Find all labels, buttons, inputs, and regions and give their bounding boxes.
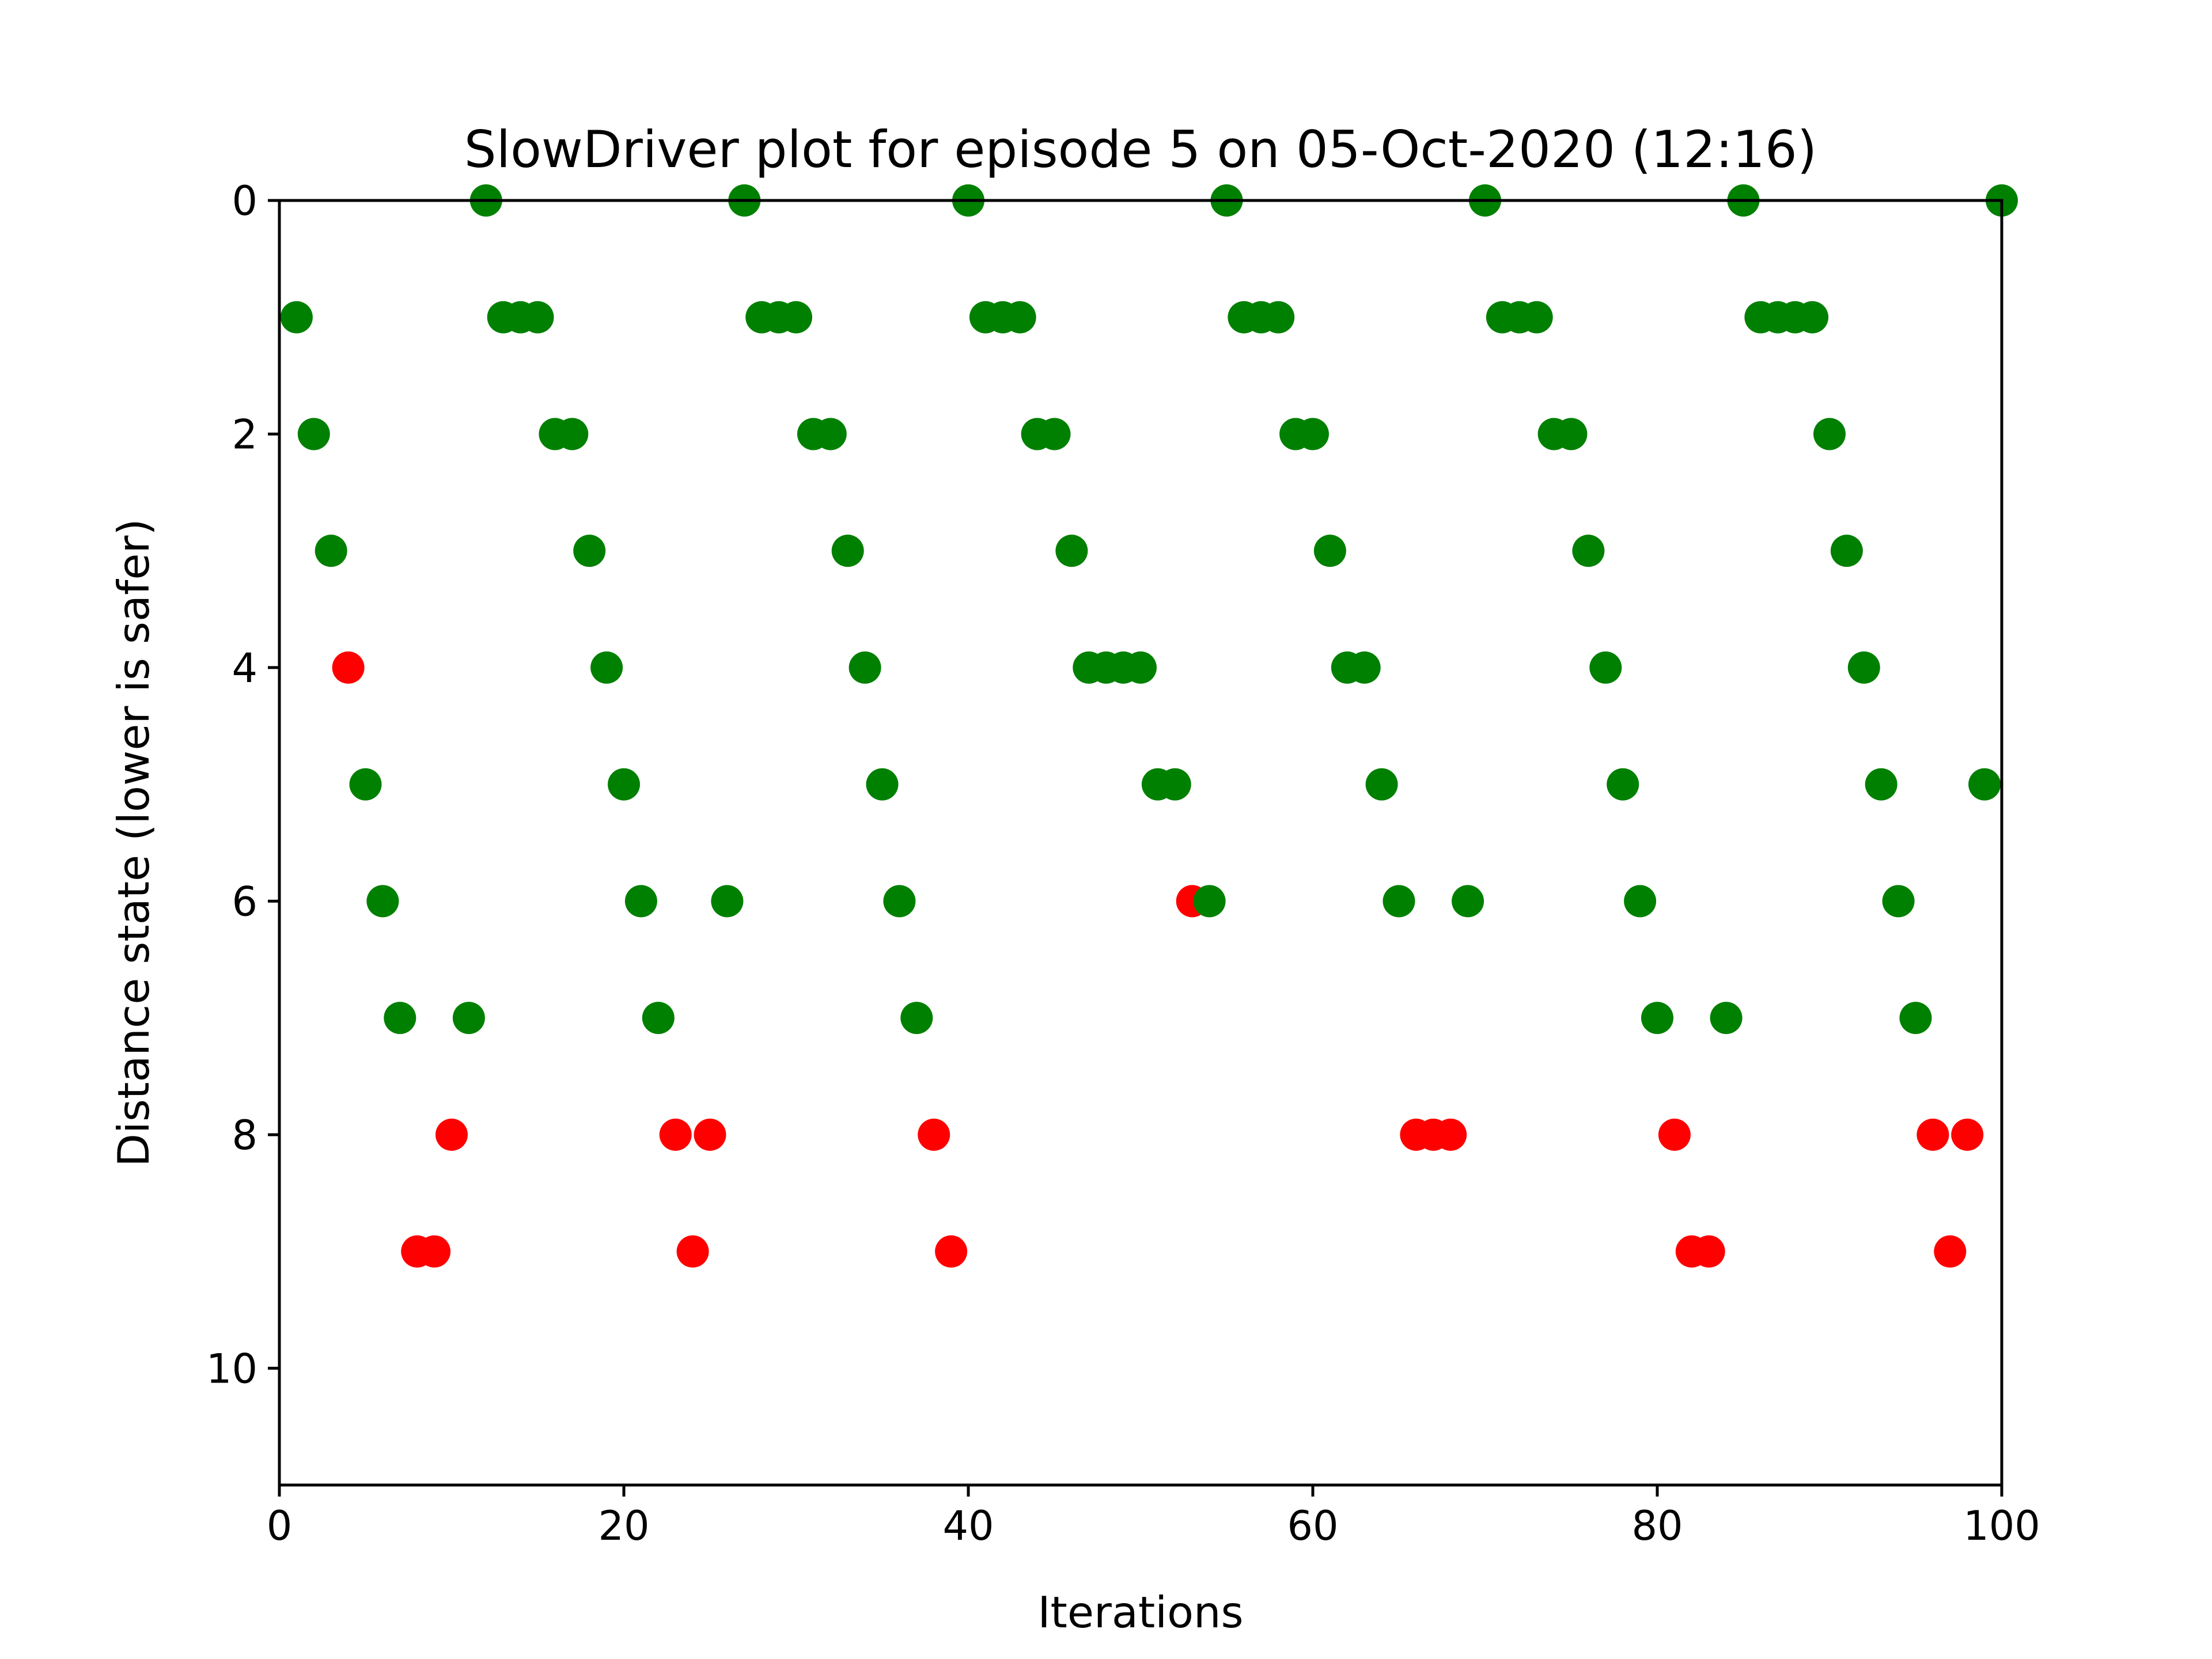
- x-axis: 0 20 40 60 80 100: [267, 1485, 2040, 1550]
- data-point: [315, 535, 347, 567]
- x-axis-label: Iterations: [1037, 1587, 1243, 1638]
- data-point: [590, 651, 623, 684]
- data-point: [1452, 885, 1484, 918]
- data-point: [1003, 301, 1036, 334]
- y-tick-label: 4: [232, 645, 257, 692]
- y-axis: 0 2 4 6 8 10: [206, 177, 279, 1392]
- data-point: [1934, 1235, 1967, 1268]
- data-point: [900, 1002, 933, 1035]
- data-point: [694, 1118, 726, 1151]
- data-point: [1434, 1118, 1467, 1151]
- data-point: [435, 1118, 468, 1151]
- data-point: [1365, 768, 1398, 801]
- data-point: [780, 301, 812, 334]
- x-tick-label: 40: [942, 1502, 994, 1550]
- data-point: [624, 885, 657, 918]
- data-point: [297, 418, 330, 450]
- data-point: [1520, 301, 1553, 334]
- data-point: [1847, 651, 1880, 684]
- data-point: [332, 651, 365, 684]
- data-point: [883, 885, 916, 918]
- data-point: [418, 1235, 451, 1268]
- chart-title: SlowDriver plot for episode 5 on 05-Oct-…: [464, 120, 1817, 179]
- data-point: [831, 535, 864, 567]
- data-point: [280, 301, 313, 334]
- data-point: [1297, 418, 1329, 450]
- data-point: [1624, 885, 1657, 918]
- data-point: [1262, 301, 1295, 334]
- data-point: [711, 885, 744, 918]
- data-point: [1607, 768, 1639, 801]
- data-point: [1641, 1002, 1673, 1035]
- data-point: [1882, 885, 1915, 918]
- data-point: [608, 768, 640, 801]
- x-tick-label: 0: [267, 1502, 293, 1550]
- data-point: [918, 1118, 950, 1151]
- data-point: [1124, 651, 1157, 684]
- data-point: [1968, 768, 2001, 801]
- plot-area: [278, 199, 2003, 1487]
- data-point: [1813, 418, 1846, 450]
- data-point: [1899, 1002, 1932, 1035]
- data-points: [280, 184, 2018, 1268]
- data-point: [935, 1235, 968, 1268]
- data-point: [366, 885, 399, 918]
- data-point: [384, 1002, 416, 1035]
- data-point: [1038, 418, 1071, 450]
- y-tick-label: 2: [232, 411, 257, 458]
- x-tick-label: 20: [598, 1502, 649, 1550]
- data-point: [1692, 1235, 1725, 1268]
- data-point: [556, 418, 589, 450]
- y-tick-label: 6: [232, 878, 257, 925]
- data-point: [1193, 885, 1226, 918]
- data-point: [1658, 1118, 1691, 1151]
- data-point: [849, 651, 881, 684]
- data-point: [814, 418, 847, 450]
- data-point: [1796, 301, 1829, 334]
- data-point: [1382, 885, 1415, 918]
- data-point: [1830, 535, 1863, 567]
- x-tick-label: 100: [1963, 1502, 2040, 1550]
- data-point: [521, 301, 554, 334]
- data-point: [1055, 535, 1088, 567]
- data-point: [573, 535, 606, 567]
- x-tick-label: 80: [1631, 1502, 1683, 1550]
- y-tick-label: 0: [232, 177, 257, 225]
- data-point: [659, 1118, 692, 1151]
- y-tick-label: 8: [232, 1112, 257, 1159]
- data-point: [1313, 535, 1346, 567]
- data-point: [1865, 768, 1897, 801]
- data-point: [1348, 651, 1381, 684]
- data-point: [1158, 768, 1191, 801]
- data-point: [1555, 418, 1588, 450]
- data-point: [1951, 1118, 1984, 1151]
- data-point: [1589, 651, 1622, 684]
- x-tick-label: 60: [1287, 1502, 1338, 1550]
- y-axis-label: Distance state (lower is safer): [108, 518, 159, 1166]
- data-point: [642, 1002, 675, 1035]
- data-point: [866, 768, 899, 801]
- data-point: [1710, 1002, 1743, 1035]
- data-point: [349, 768, 382, 801]
- data-point: [452, 1002, 485, 1035]
- data-point: [1572, 535, 1605, 567]
- data-point: [676, 1235, 709, 1268]
- y-tick-label: 10: [206, 1345, 257, 1392]
- data-point: [1916, 1118, 1949, 1151]
